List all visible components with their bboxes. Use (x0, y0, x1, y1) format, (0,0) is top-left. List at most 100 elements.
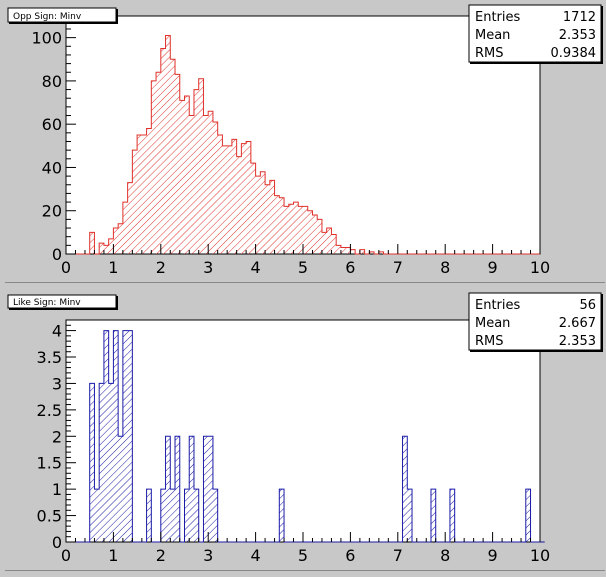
hist-bar-top (293, 202, 299, 254)
stats-rms-value-top: 0.9384 (551, 46, 597, 61)
hist-bar-top (165, 35, 171, 254)
chart-title-top: Opp Sign: Minv (13, 12, 82, 22)
hist-bar-top (203, 115, 209, 254)
y-tick-label-top: 100 (31, 29, 62, 48)
hist-bar-top (103, 245, 109, 254)
hist-bar-top (241, 143, 247, 254)
hist-bar-bottom (94, 489, 100, 542)
axes-bottom: 0 1 2 3 4 5 6 7 8 9 10 0 0.5 1 1.5 2 2.5 3 3.5 4 (37, 319, 550, 565)
x-tick-label-top: 5 (298, 258, 308, 277)
y-tick-label-top: 80 (42, 72, 62, 91)
x-tick-label-bottom: 6 (345, 546, 355, 565)
hist-bar-top (231, 139, 237, 254)
x-tick-label-bottom: 5 (298, 546, 308, 565)
stats-mean-label-top: Mean (475, 28, 510, 43)
x-tick-label-bottom: 2 (156, 546, 166, 565)
stats-mean-value-bottom: 2.667 (559, 316, 596, 331)
hist-bar-bottom (407, 489, 413, 542)
x-tick-label-bottom: 8 (440, 546, 450, 565)
hist-bar-bottom (113, 330, 119, 542)
hist-bar-top (160, 48, 166, 254)
stats-entries-label-top: Entries (475, 10, 521, 25)
hist-bar-bottom (122, 330, 128, 542)
x-tick-label-top: 7 (393, 258, 403, 277)
hist-bar-bottom (160, 489, 166, 542)
stats-rms-label-bottom: RMS (475, 334, 504, 349)
hist-bar-bottom (127, 330, 133, 542)
hist-bar-top (208, 111, 213, 254)
stats-entries-value-top: 1712 (563, 10, 596, 25)
x-tick-label-bottom: 4 (251, 546, 261, 565)
y-tick-label-top: 0 (52, 245, 62, 264)
hist-bar-top (255, 176, 261, 254)
hist-bar-top (175, 74, 180, 254)
x-tick-label-bottom: 9 (488, 546, 498, 565)
hist-bar-top (298, 206, 303, 254)
hist-bar-bottom (99, 383, 104, 542)
hist-bar-top (193, 89, 199, 255)
stats-mean-label-bottom: Mean (475, 316, 510, 331)
hist-bar-bottom (146, 489, 152, 542)
hist-bar-bottom (175, 436, 180, 542)
title-box-top: Opp Sign: Minv (7, 7, 118, 24)
hist-bar-bottom (430, 489, 436, 542)
hist-bar-top (246, 141, 251, 254)
x-tick-label-bottom: 3 (203, 546, 213, 565)
hist-bar-top (141, 135, 147, 254)
hist-bar-top (321, 232, 327, 254)
hist-bar-top (250, 163, 256, 254)
x-tick-label-top: 9 (488, 258, 498, 277)
hist-bar-top (132, 150, 138, 254)
y-tick-label-bottom: 3 (52, 374, 62, 393)
hist-bar-top (269, 180, 275, 254)
hist-bar-top (217, 135, 223, 254)
x-tick-label-top: 1 (108, 258, 118, 277)
y-tick-label-top: 20 (42, 202, 62, 221)
hist-bar-bottom (103, 330, 109, 542)
hist-bar-bottom (208, 436, 213, 542)
hist-bar-bottom (165, 436, 171, 542)
x-tick-label-bottom: 1 (108, 546, 118, 565)
hist-bar-top (179, 100, 185, 254)
histogram-bars-top (66, 34, 540, 255)
hist-bar-top (156, 72, 161, 254)
hist-bar-top (137, 135, 142, 254)
hist-bar-top (184, 96, 190, 255)
hist-outline-top (66, 34, 540, 255)
hist-bar-bottom (193, 489, 199, 542)
y-tick-label-top: 40 (42, 158, 62, 177)
hist-outline-bottom (66, 330, 545, 543)
stats-entries-label-bottom: Entries (475, 298, 521, 313)
histogram-bars-bottom (66, 330, 545, 543)
hist-bar-top (99, 243, 104, 254)
hist-bar-top (336, 245, 341, 254)
plot-frame-bottom (65, 319, 541, 543)
hist-bar-top (122, 202, 128, 254)
hist-bar-top (312, 215, 318, 254)
y-tick-label-bottom: 2.5 (37, 401, 62, 420)
stats-rms-label-top: RMS (475, 46, 504, 61)
y-tick-label-bottom: 2 (52, 427, 62, 446)
hist-bar-top (288, 204, 294, 254)
hist-bar-top (274, 195, 280, 254)
y-tick-label-bottom: 1.5 (37, 454, 62, 473)
hist-bar-top (284, 206, 289, 254)
hist-bar-bottom (184, 489, 190, 542)
stats-box-top: Entries 1712 Mean 2.353 RMS 0.9384 (468, 4, 603, 64)
hist-bar-top (89, 232, 95, 254)
hist-bar-bottom (449, 489, 455, 542)
hist-bar-top (260, 171, 266, 254)
stats-box-bottom: Entries 56 Mean 2.667 RMS 2.353 (468, 292, 603, 352)
hist-bar-bottom (212, 489, 218, 542)
y-tick-label-bottom: 0 (52, 533, 62, 552)
x-tick-label-bottom: 7 (393, 546, 403, 565)
stats-rms-value-bottom: 2.353 (559, 334, 596, 349)
hist-bar-bottom (189, 436, 194, 542)
y-tick-label-top: 60 (42, 115, 62, 134)
hist-bar-top (359, 249, 365, 254)
y-tick-label-bottom: 4 (52, 322, 62, 341)
x-tick-label-top: 3 (203, 258, 213, 277)
x-tick-label-bottom: 0 (61, 546, 71, 565)
hist-bar-top (350, 249, 356, 254)
